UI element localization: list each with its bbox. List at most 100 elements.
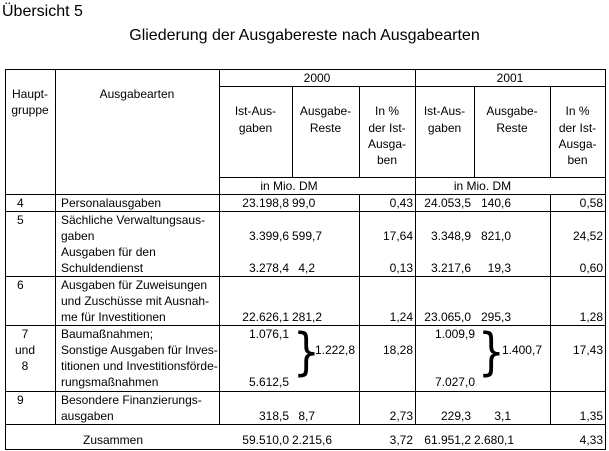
ist-2001-sonstige: 7.027,0	[434, 375, 475, 389]
rule-row9	[5, 424, 605, 425]
rule-pct2000-body	[359, 194, 360, 424]
rule-row5	[5, 276, 605, 277]
header-unit-2000: in Mio. DM	[260, 179, 318, 193]
row-label-line-3: me für Investitionen	[61, 310, 166, 324]
rule-row78	[5, 391, 605, 392]
pct-2001: 24,52	[572, 229, 603, 243]
group-number: 9	[17, 393, 24, 407]
reste-2000: 99,0	[292, 196, 316, 210]
header-pct-2000-1: In %	[374, 104, 399, 118]
row-label-line-1: Ausgaben für Zuweisungen	[61, 278, 208, 292]
brace-2001-icon: }	[478, 322, 505, 381]
ist-2000: 3.278,4	[248, 261, 289, 275]
table-title: Gliederung der Ausgabereste nach Ausgabe…	[129, 27, 480, 44]
brace-2000-icon: }	[293, 322, 320, 381]
header-pct-2000-3: Ausga-	[367, 137, 407, 151]
ist-2001: 3.217,6	[430, 261, 471, 275]
rule-reste2000	[292, 86, 293, 177]
rule-unit	[219, 177, 605, 178]
total-label: Zusammen	[83, 433, 144, 447]
row-label-line-1: Besondere Finanzierungs-	[61, 393, 202, 407]
rule-label	[219, 69, 220, 424]
group-number-line-2: und	[14, 343, 36, 357]
rule-years	[219, 86, 605, 87]
pct-2000: 2,73	[389, 409, 413, 423]
rule-row6	[5, 325, 605, 326]
row-label-line-4: rungsmaßnahmen	[61, 375, 159, 389]
row-label-line-2: gaben	[61, 229, 95, 243]
ist-2000: 318,5	[258, 409, 289, 423]
row-label-line-3: titionen und Investitionsförde-	[61, 359, 218, 373]
total-ist-2001: 61.951,2	[424, 433, 471, 447]
rule-top	[5, 69, 605, 70]
rule-group	[55, 69, 56, 424]
rule-row4	[5, 211, 605, 212]
group-number: 6	[17, 278, 24, 292]
rule-header-bottom	[5, 194, 605, 195]
overview-number: Übersicht 5	[2, 3, 83, 20]
header-pct-2001-2: der Ist-	[558, 121, 597, 135]
reste-2001: 140,6	[480, 196, 511, 210]
ist-2000-sonstige: 5.612,5	[248, 375, 289, 389]
header-reste-2001-1: Ausgabe-	[486, 104, 538, 118]
reste-2000: 599,7	[292, 229, 323, 243]
reste-2001: 821,0	[480, 229, 511, 243]
ist-2001: 229,3	[440, 409, 471, 423]
header-ist-2001-2: gaben	[427, 121, 462, 135]
pct-2000: 1,24	[389, 310, 413, 324]
header-ist-2000-2: gaben	[238, 121, 273, 135]
reste-2001: 3,1	[494, 409, 511, 423]
rule-reste2001	[474, 86, 475, 177]
total-pct-2000: 3,72	[389, 433, 413, 447]
total-ist-2000: 59.510,0	[242, 433, 289, 447]
row-label-line-1: Sächliche Verwaltungsaus-	[61, 213, 206, 227]
header-pct-2001-1: In %	[565, 104, 590, 118]
row-label: Personalausgaben	[61, 196, 162, 210]
total-reste-2000: 2.215,6	[292, 433, 333, 447]
rule-right	[605, 69, 606, 450]
reste-2001: 295,3	[480, 310, 511, 324]
header-hauptgruppe-2: gruppe	[11, 103, 49, 117]
total-pct-2001: 4,33	[579, 433, 603, 447]
header-reste-2000-2: Reste	[309, 121, 342, 135]
header-hauptgruppe-1: Haupt-	[11, 87, 49, 101]
ist-2000: 23.198,8	[242, 196, 289, 210]
rule-2001	[415, 69, 416, 424]
header-reste-2001-2: Reste	[496, 121, 528, 135]
rule-pct2001-body	[550, 194, 551, 424]
header-reste-2000-1: Ausgabe-	[299, 104, 352, 118]
header-ist-2001-1: Ist-Aus-	[423, 104, 466, 118]
pct-2000: 17,64	[382, 229, 413, 243]
pct-2000: 18,28	[382, 343, 413, 357]
ist-2000: 3.399,6	[248, 229, 289, 243]
ist-2001: 24.053,5	[424, 196, 471, 210]
group-number: 4	[17, 196, 24, 210]
pct-2001: 1,28	[579, 310, 603, 324]
rule-left	[5, 69, 6, 450]
group-number: 5	[17, 213, 24, 227]
expenditure-table: Haupt- gruppe Ausgabearten 2000 2001 Ist…	[5, 69, 606, 450]
total-reste-2001: 2.680,1	[474, 433, 515, 447]
rule-bottom	[5, 449, 605, 450]
pct-2001: 0,58	[579, 196, 603, 210]
rule-pct2001	[550, 86, 551, 177]
reste-2000: 8,7	[298, 409, 315, 423]
header-ausgabearten: Ausgabearten	[99, 87, 175, 101]
header-unit-2001: in Mio. DM	[453, 179, 512, 193]
header-year-2000: 2000	[303, 71, 331, 85]
header-pct-2000-2: der Ist-	[368, 121, 406, 135]
row-label-line-1: Ausgaben für den	[61, 245, 156, 259]
row-label-line-2: Sonstige Ausgaben für Inves-	[61, 343, 218, 357]
ist-2000-baumassnahmen: 1.076,1	[248, 327, 289, 341]
ist-2000: 22.626,1	[242, 310, 289, 324]
reste-2000: 281,2	[292, 310, 323, 324]
reste-2000: 4,2	[298, 261, 315, 275]
row-label-line-1: Baumaßnahmen;	[61, 327, 154, 341]
ist-2001-baumassnahmen: 1.009,9	[434, 327, 475, 341]
header-pct-2001-4: ben	[567, 153, 588, 167]
row-label-line-2: Schuldendienst	[61, 261, 144, 275]
pct-2001: 17,43	[572, 343, 603, 357]
header-pct-2001-3: Ausga-	[558, 137, 597, 151]
pct-2001: 0,60	[579, 261, 603, 275]
group-number-line-1: 7	[21, 327, 29, 341]
